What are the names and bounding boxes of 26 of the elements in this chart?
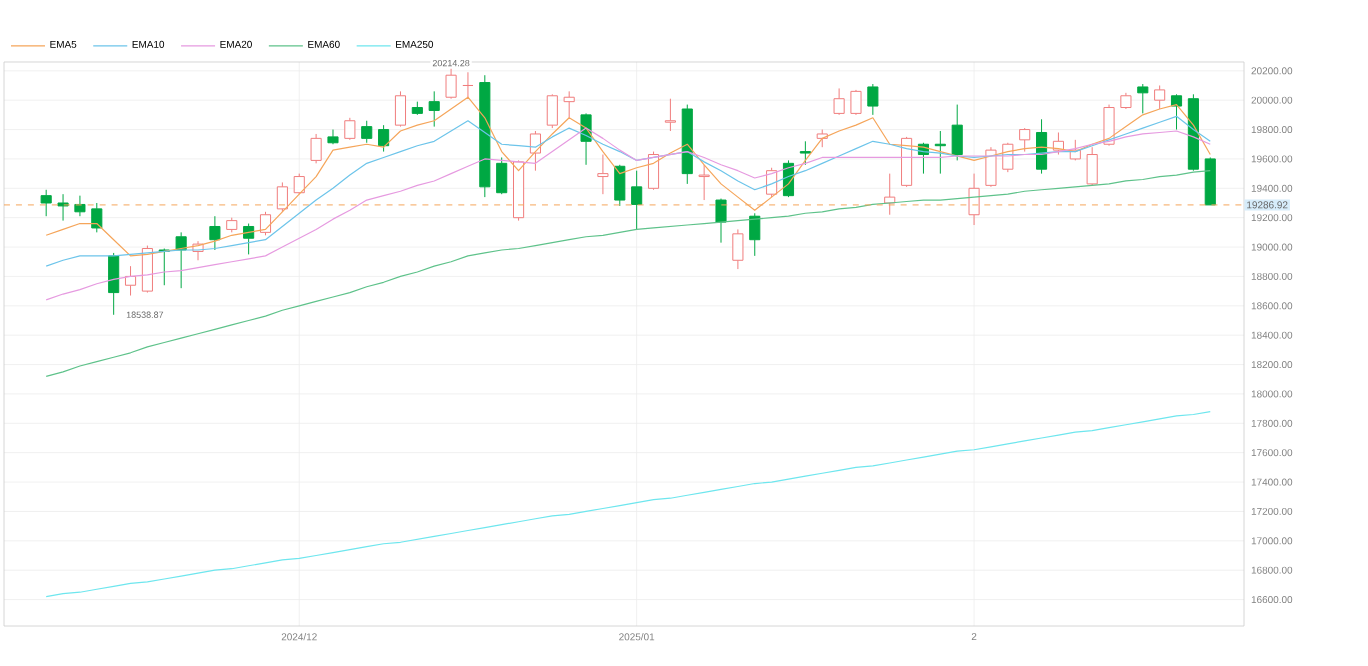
candlestick [749,212,761,257]
candlestick [1120,92,1132,109]
candlestick [310,133,322,164]
candlestick [563,90,575,119]
candlestick [394,90,407,126]
candlestick [833,87,845,114]
candlestick [901,137,913,186]
candlestick [1019,129,1031,153]
candlestick [968,173,980,226]
candlestick [462,71,474,100]
candlestick [1170,95,1183,131]
candlestick [344,117,356,139]
candlestick [985,146,997,186]
candlestick [597,154,609,195]
candlestick [631,170,643,230]
candlestick [867,83,879,116]
candlestick [1036,118,1048,175]
candlestick [209,215,221,251]
candlestick [428,90,440,128]
candlestick [513,161,525,222]
candlestick [732,228,744,270]
candlestick [698,164,710,201]
candlestick [479,74,491,198]
candlestick [850,90,862,114]
candlestick [327,129,339,144]
candlestick [1187,93,1199,170]
